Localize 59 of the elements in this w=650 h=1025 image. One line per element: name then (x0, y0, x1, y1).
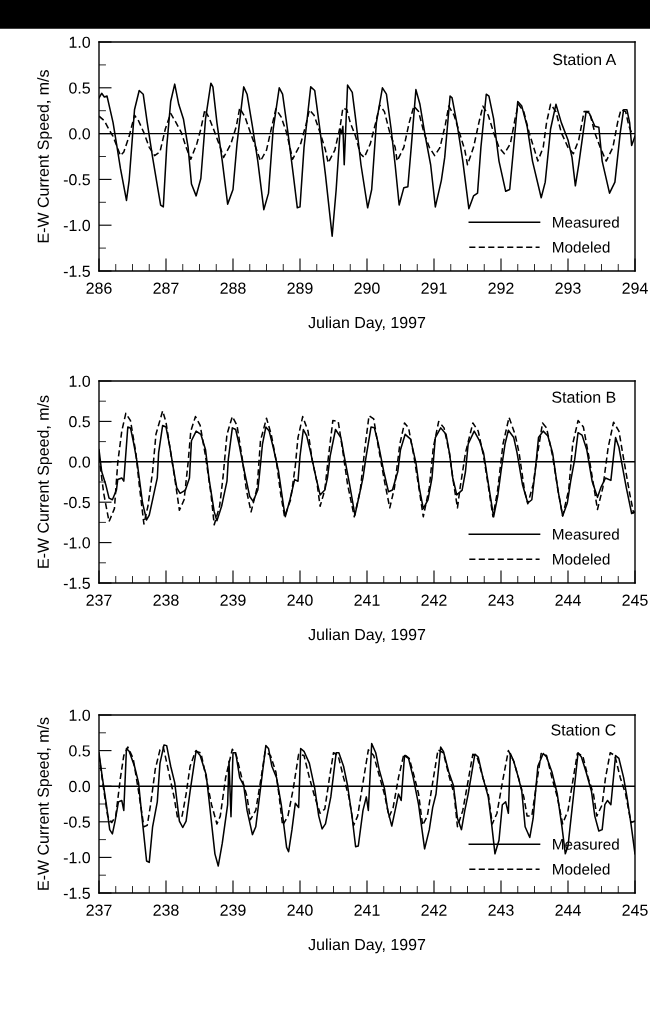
y-tick-label: -1.0 (63, 852, 91, 864)
y-tick-label: -0.5 (63, 174, 90, 186)
y-axis-title: E-W Current Speed, m/s (37, 717, 53, 890)
y-tick-label: 1.0 (69, 375, 91, 387)
x-tick-label: 293 (555, 282, 581, 294)
x-tick-label: 239 (220, 904, 246, 916)
y-tick-label: -0.5 (63, 816, 90, 828)
y-tick-label: -0.5 (63, 496, 90, 509)
x-tick-label: 289 (287, 282, 313, 294)
y-tick-label: 0.0 (69, 456, 91, 468)
legend-label: Modeled (553, 241, 610, 253)
y-tick-label: 0.5 (69, 416, 90, 428)
x-axis-title: Julian Day, 1997 (308, 628, 426, 644)
y-tick-label: -1.0 (63, 219, 91, 232)
y-tick-label: -1.5 (63, 577, 90, 589)
x-tick-label: 238 (153, 594, 179, 606)
x-tick-label: 294 (622, 282, 648, 294)
y-tick-label: -1.0 (63, 537, 91, 549)
legend-label: Measured (553, 528, 619, 540)
legend-label: Modeled (553, 863, 610, 875)
y-tick-label: 0.0 (69, 780, 91, 793)
x-tick-label: 241 (354, 904, 380, 916)
y-tick-label: -1.5 (63, 265, 90, 277)
y-tick-label: 0.0 (69, 128, 91, 140)
x-tick-label: 237 (86, 904, 112, 916)
y-tick-label: 0.5 (69, 82, 90, 94)
x-tick-label: 238 (153, 904, 179, 916)
x-tick-label: 242 (421, 594, 447, 606)
x-axis-title: Julian Day, 1997 (308, 316, 426, 332)
x-tick-label: 242 (421, 904, 447, 916)
x-tick-label: 290 (354, 282, 380, 294)
annotation: Station A (553, 53, 617, 66)
x-axis-title: Julian Day, 1997 (308, 938, 426, 954)
x-tick-label: 243 (488, 904, 514, 916)
x-tick-label: 244 (555, 904, 581, 916)
x-tick-label: 287 (153, 282, 179, 294)
annotation: Station B (552, 391, 616, 403)
y-tick-label: 1.0 (69, 709, 91, 721)
x-tick-label: 240 (287, 904, 313, 916)
y-tick-label: 0.5 (69, 745, 90, 757)
x-tick-label: 244 (555, 594, 581, 606)
annotation: Station C (551, 723, 616, 736)
y-tick-label: -1.5 (63, 887, 90, 899)
x-tick-label: 292 (488, 282, 514, 294)
y-axis-title: E-W Current Speed, m/s (37, 70, 53, 243)
y-axis-title: E-W Current Speed, m/s (37, 395, 53, 568)
x-tick-label: 245 (622, 904, 648, 916)
y-tick-label: 1.0 (69, 36, 91, 48)
x-tick-label: 286 (86, 282, 112, 294)
x-tick-label: 237 (86, 594, 112, 606)
x-tick-label: 240 (287, 594, 313, 606)
x-tick-label: 243 (488, 594, 514, 606)
x-tick-label: 288 (220, 282, 246, 294)
x-tick-label: 239 (220, 594, 246, 606)
legend-label: Measured (553, 216, 619, 228)
x-tick-label: 245 (622, 594, 648, 606)
x-tick-label: 291 (421, 282, 447, 294)
x-tick-label: 241 (354, 594, 380, 606)
legend-label: Modeled (553, 553, 610, 565)
